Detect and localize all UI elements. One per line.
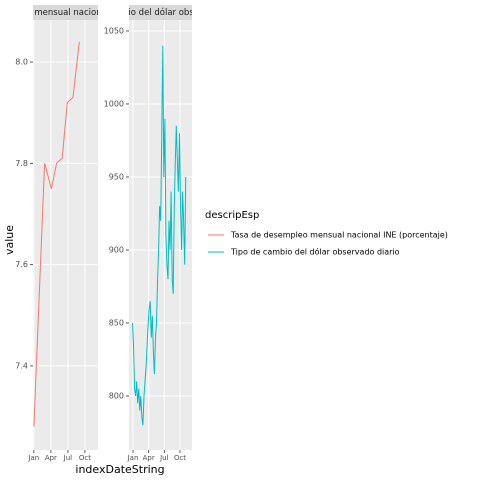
x-axis-title: indexDateString xyxy=(75,463,164,476)
x-tick-label: Apr xyxy=(143,454,155,462)
data-line xyxy=(132,45,187,426)
strip-background xyxy=(129,5,192,20)
y-axis-title: value xyxy=(3,225,16,255)
legend-label: Tipo de cambio del dólar observado diari… xyxy=(230,247,400,257)
x-tick-label: Oct xyxy=(174,454,186,462)
y-tick-label: 7.6 xyxy=(15,260,28,269)
legend-label: Tasa de desempleo mensual nacional INE (… xyxy=(230,231,448,240)
y-tick-label: 7.4 xyxy=(15,361,28,370)
x-tick-label: Oct xyxy=(79,454,91,462)
y-tick-label: 800 xyxy=(109,391,124,400)
x-tick-label: Jan xyxy=(127,454,139,462)
y-tick-label: 850 xyxy=(109,318,124,327)
y-tick-label: 950 xyxy=(109,172,124,181)
data-line xyxy=(33,41,80,427)
y-tick-label: 1000 xyxy=(104,99,124,108)
y-tick-label: 900 xyxy=(109,245,124,254)
strip-label: Tasa de desempleo mensual nacional INE (… xyxy=(0,8,181,18)
legend-title: descripEsp xyxy=(205,210,259,221)
panel-background xyxy=(33,20,98,450)
panel-background xyxy=(129,20,192,450)
strip-label: Tipo de cambio del dólar observado diari… xyxy=(70,7,250,18)
x-tick-label: Jul xyxy=(159,454,169,462)
x-tick-label: Jan xyxy=(27,454,39,462)
y-tick-label: 1050 xyxy=(104,26,124,35)
y-tick-label: 7.8 xyxy=(15,159,28,168)
x-tick-label: Jul xyxy=(63,454,73,462)
y-tick-label: 8.0 xyxy=(15,58,28,67)
x-tick-label: Apr xyxy=(45,454,57,462)
strip-background xyxy=(33,5,98,20)
